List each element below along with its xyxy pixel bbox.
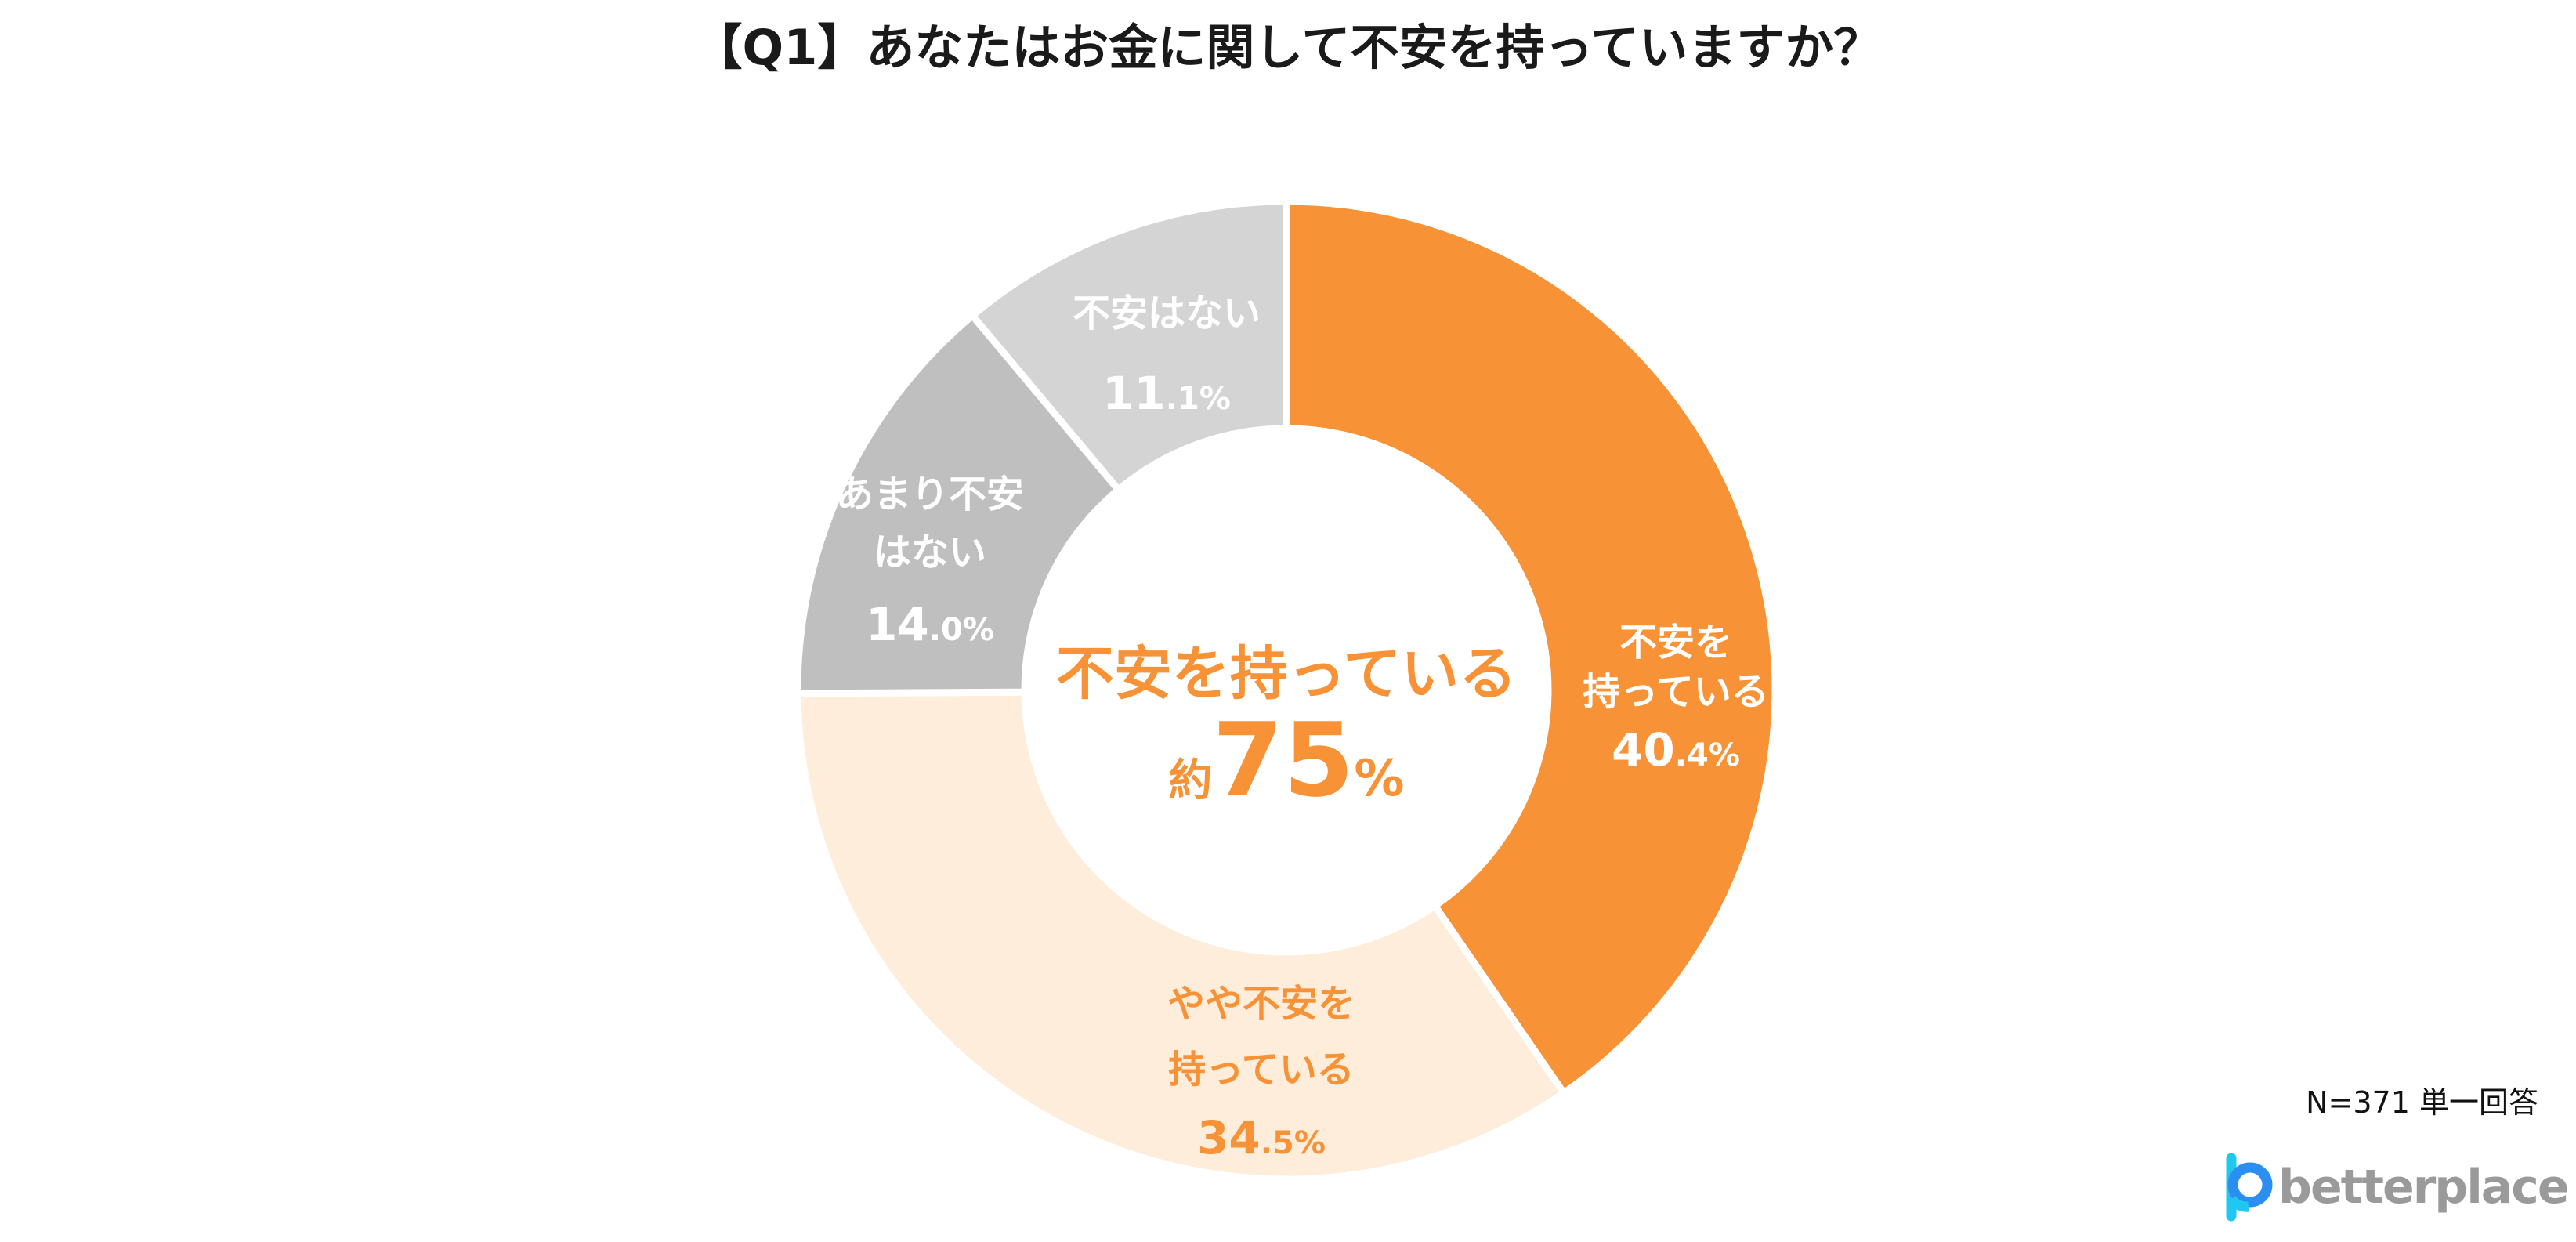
slice-value: 11.1% bbox=[1102, 367, 1231, 420]
slice-label: あまり不安 bbox=[836, 473, 1024, 516]
center-label-line1: 不安を持っている bbox=[1056, 640, 1517, 708]
center-prefix: 約 bbox=[1168, 755, 1212, 806]
slice-2 bbox=[794, 688, 1569, 1183]
slice-labels: 不安を持っている40.4%やや不安を持っている34.5%あまり不安はない14.0… bbox=[836, 291, 1769, 1164]
slice-value: 40.4% bbox=[1612, 723, 1740, 777]
sample-note: N=371 単一回答 bbox=[2306, 1085, 2538, 1120]
slice-value: 14.0% bbox=[866, 598, 994, 651]
slices bbox=[794, 197, 1779, 1183]
slice-label: 不安を bbox=[1619, 621, 1732, 664]
slice-label: 不安はない bbox=[1073, 291, 1261, 335]
slice-1 bbox=[1283, 197, 1779, 1099]
slice-label: はない bbox=[874, 530, 986, 574]
center-label: 不安を持っている 約75% bbox=[1056, 640, 1517, 820]
chart-title: 【Q1】あなたはお金に関して不安を持っていますか？ bbox=[694, 19, 1883, 76]
slice-label: 持っている bbox=[1168, 1048, 1355, 1092]
slice-label: 持っている bbox=[1583, 670, 1769, 714]
slice-4 bbox=[967, 197, 1290, 495]
logo-text: betterplace bbox=[2278, 1160, 2568, 1215]
logo-mark-icon bbox=[2226, 1153, 2273, 1222]
slice-value: 34.5% bbox=[1197, 1111, 1326, 1164]
center-label-value: 約75% bbox=[1168, 701, 1404, 820]
center-suffix: % bbox=[1354, 750, 1404, 808]
slice-3 bbox=[794, 310, 1123, 697]
betterplace-logo: betterplace bbox=[2226, 1153, 2570, 1222]
slice-label: やや不安を bbox=[1167, 982, 1355, 1026]
center-number: 75 bbox=[1212, 701, 1354, 820]
